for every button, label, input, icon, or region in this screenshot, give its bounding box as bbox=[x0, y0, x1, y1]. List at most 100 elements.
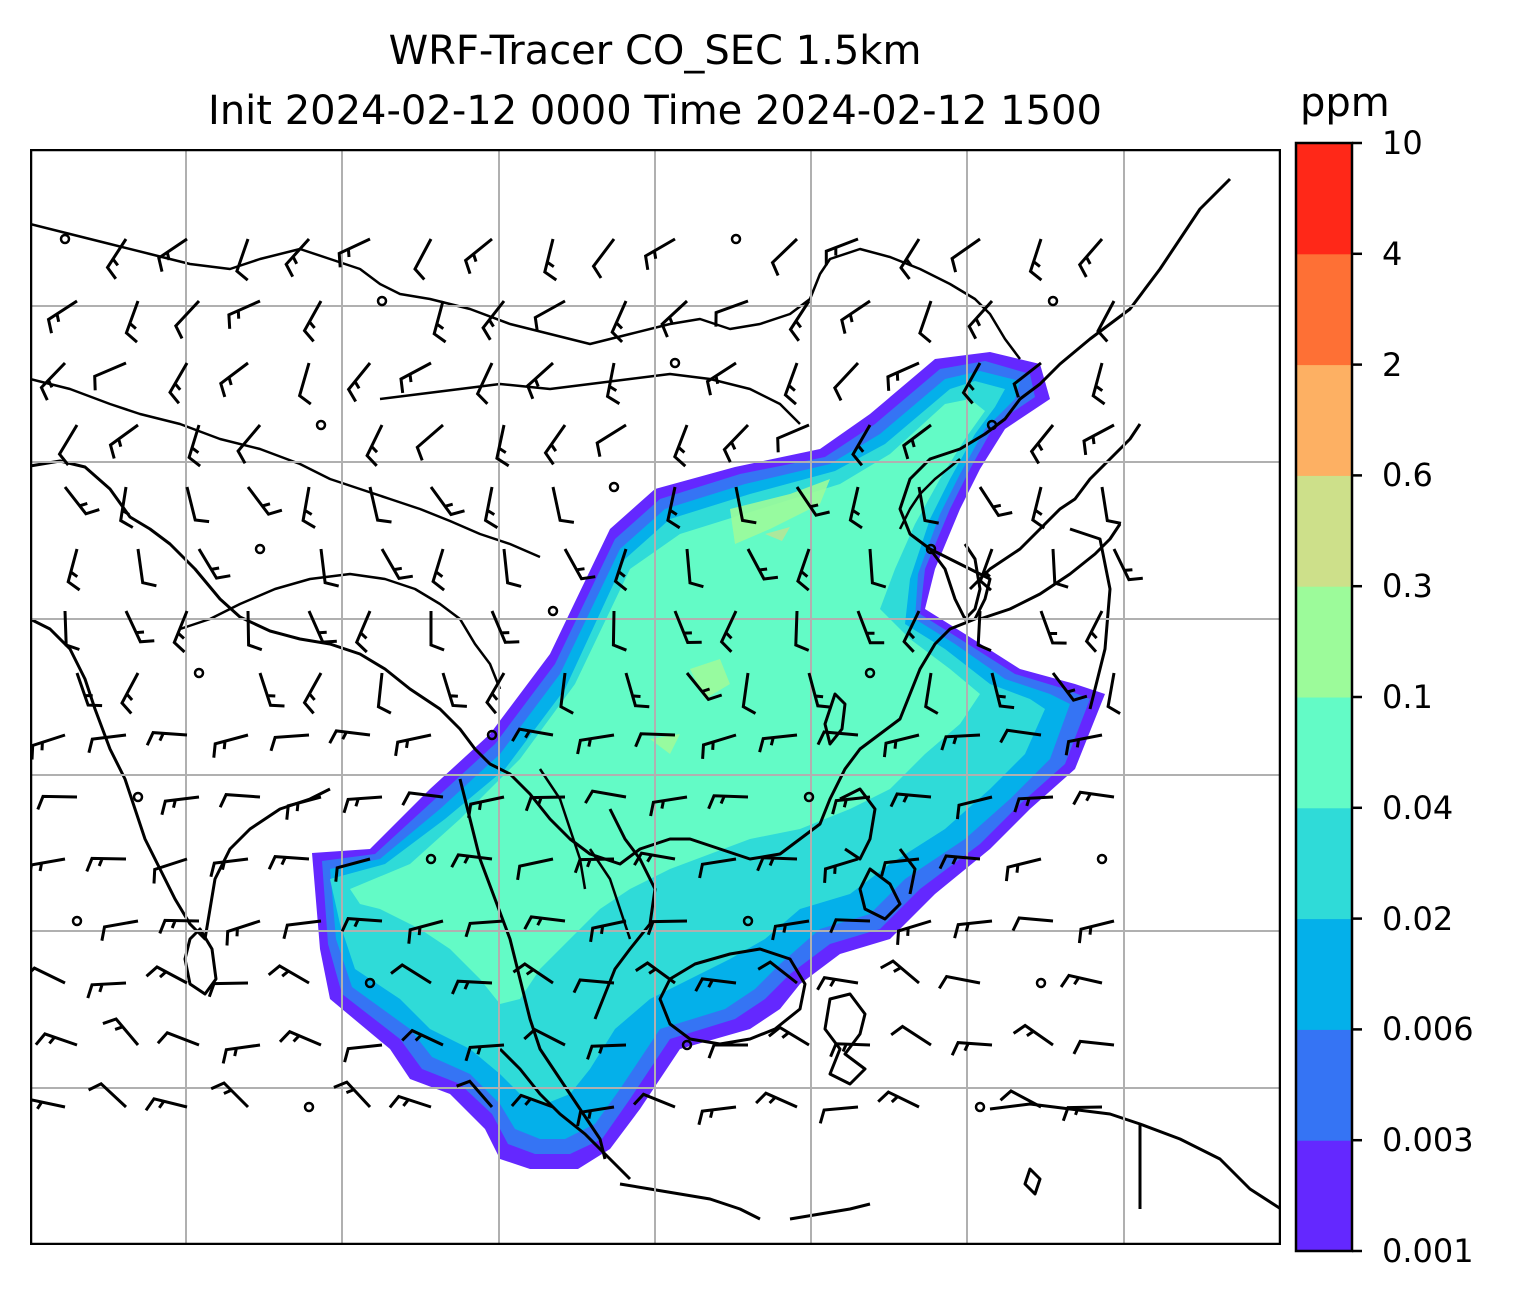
colorbar-segment bbox=[1296, 364, 1352, 476]
wind-barb bbox=[210, 1081, 250, 1109]
map-title-line1: WRF-Tracer CO_SEC 1.5km bbox=[388, 28, 922, 74]
wind-barb bbox=[1072, 790, 1115, 806]
wind-barb bbox=[533, 299, 566, 332]
colorbar-segment bbox=[1296, 586, 1352, 698]
wind-barb bbox=[301, 486, 316, 529]
wind-barb bbox=[879, 959, 920, 985]
wind-barb bbox=[46, 299, 78, 334]
colorbar-segment bbox=[1296, 253, 1352, 366]
wind-barb bbox=[209, 857, 249, 878]
wind-barb bbox=[572, 978, 615, 994]
wind-barb bbox=[795, 486, 830, 517]
wind-barb bbox=[1077, 919, 1115, 944]
wind-barb bbox=[524, 795, 566, 812]
wind-barb bbox=[158, 918, 200, 934]
wind-barb bbox=[340, 917, 383, 932]
wind-barb bbox=[770, 237, 799, 277]
wind-barb bbox=[512, 962, 554, 985]
wind-barb bbox=[851, 424, 872, 467]
wind-barb bbox=[282, 919, 322, 940]
border-central-asia bbox=[30, 377, 541, 559]
wind-barb bbox=[938, 854, 981, 870]
wind-barb bbox=[807, 672, 832, 709]
wind-barb bbox=[1096, 300, 1116, 343]
colorbar-tick-label: 0.006 bbox=[1382, 1010, 1474, 1049]
calm-wind-marker bbox=[864, 667, 876, 679]
wind-barb bbox=[450, 853, 493, 868]
wind-barb bbox=[999, 1089, 1042, 1109]
wind-barb bbox=[66, 548, 81, 592]
wind-barb bbox=[212, 733, 249, 758]
wind-barb bbox=[955, 795, 993, 820]
wind-barb bbox=[719, 610, 738, 653]
coastline-korea bbox=[928, 543, 982, 621]
wind-barb bbox=[297, 362, 312, 406]
wind-barb bbox=[172, 610, 189, 654]
calm-wind-marker bbox=[803, 791, 815, 803]
wind-barb bbox=[269, 733, 310, 752]
colorbar-tick-label: 0.3 bbox=[1382, 567, 1433, 606]
wind-barb bbox=[840, 299, 871, 334]
wind-barb bbox=[1012, 361, 1042, 398]
wind-barb bbox=[415, 423, 444, 461]
wind-barb bbox=[573, 857, 615, 874]
calm-wind-marker bbox=[1096, 853, 1108, 865]
wind-barb bbox=[967, 299, 994, 340]
wind-barb bbox=[794, 610, 810, 652]
wind-barb bbox=[124, 300, 140, 344]
wind-barb bbox=[707, 1043, 748, 1059]
wind-barb bbox=[152, 857, 188, 884]
wind-barb bbox=[961, 362, 982, 405]
wind-barb bbox=[643, 237, 676, 271]
wind-barb bbox=[816, 730, 859, 746]
wind-barb bbox=[613, 548, 628, 592]
coastline-sulawesi bbox=[823, 992, 867, 1086]
wind-barb bbox=[413, 238, 433, 281]
wind-barb bbox=[511, 727, 554, 742]
calm-wind-marker bbox=[71, 915, 83, 927]
wind-barb bbox=[586, 1043, 627, 1060]
wind-barb bbox=[173, 299, 201, 340]
wind-barb bbox=[999, 728, 1042, 744]
wind-barb bbox=[796, 548, 811, 592]
wind-barb bbox=[246, 486, 283, 516]
colorbar-segment bbox=[1296, 475, 1352, 587]
wind-barb bbox=[584, 789, 627, 804]
border-mainland-sea-1 bbox=[538, 768, 587, 890]
wind-barbs bbox=[30, 233, 1143, 1127]
coastline-indochina bbox=[458, 778, 607, 1160]
coastline-taiwan bbox=[823, 692, 847, 746]
calm-wind-marker bbox=[425, 853, 437, 865]
wind-barb bbox=[337, 237, 371, 268]
calm-wind-marker bbox=[730, 233, 742, 245]
wind-barb bbox=[124, 610, 155, 644]
wind-barb bbox=[938, 974, 981, 990]
wind-barb bbox=[976, 610, 992, 652]
wind-barb bbox=[401, 1028, 444, 1047]
wind-barb bbox=[39, 361, 67, 401]
wind-barb bbox=[267, 855, 310, 870]
wind-barb bbox=[63, 610, 80, 651]
wind-barb bbox=[388, 1094, 432, 1109]
wind-barb bbox=[899, 238, 921, 280]
wind-barb bbox=[924, 672, 939, 715]
wind-barb bbox=[30, 1098, 66, 1110]
wind-barb bbox=[267, 964, 310, 985]
wind-barb bbox=[429, 611, 445, 652]
wind-barb bbox=[589, 919, 627, 943]
wind-barb bbox=[525, 361, 555, 400]
wind-barb bbox=[431, 548, 446, 592]
wind-barb bbox=[882, 733, 920, 758]
wind-barb bbox=[776, 423, 810, 453]
wind-barb bbox=[877, 1090, 920, 1109]
wind-barb bbox=[333, 1080, 372, 1109]
wind-barb bbox=[219, 361, 249, 398]
wind-barb bbox=[187, 424, 202, 468]
wind-barb bbox=[1077, 238, 1104, 278]
wind-barb bbox=[485, 672, 506, 715]
wind-barb bbox=[100, 919, 139, 941]
wind-barb bbox=[673, 610, 702, 645]
map-plot-area bbox=[30, 149, 1281, 1245]
wind-barb bbox=[197, 548, 231, 580]
wind-barb bbox=[258, 672, 285, 708]
